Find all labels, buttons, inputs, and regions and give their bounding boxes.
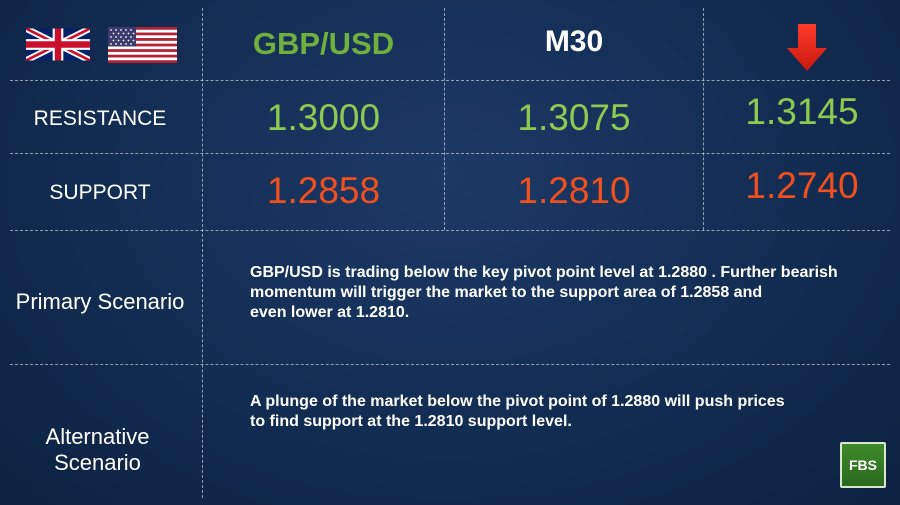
grid-hline-1 (10, 80, 890, 81)
resistance-level-1: 1.3000 (266, 97, 381, 138)
support-level-1: 1.2858 (266, 170, 381, 211)
grid-vline-2 (444, 8, 445, 230)
grid-hline-2 (10, 153, 890, 154)
grid-hline-3 (10, 230, 890, 231)
resistance-level-2: 1.3075 (517, 97, 631, 138)
primary-scenario-line-1: GBP/USD is trading below the key pivot p… (250, 264, 838, 281)
alternative-scenario-label-line-1: Alternative (45, 424, 150, 449)
grid-hline-4 (10, 364, 890, 365)
resistance-label: RESISTANCE (33, 107, 167, 130)
alternative-scenario-text: A plunge of the market below the pivot p… (250, 392, 785, 432)
timeframe-label: M30 (544, 25, 604, 58)
primary-scenario-label: Primary Scenario (15, 289, 185, 314)
us-flag-icon (108, 27, 177, 63)
alternative-scenario-label-line-2: Scenario (54, 450, 141, 475)
alternative-scenario-label: Alternative Scenario (0, 420, 195, 480)
grid-vline-1 (202, 8, 203, 498)
alternative-scenario-line-2: to find support at the 1.2810 support le… (250, 413, 572, 430)
support-level-3: 1.2740 (745, 165, 859, 206)
primary-scenario-line-2: momentum will trigger the market to the … (250, 284, 763, 301)
primary-scenario-line-3: even lower at 1.2810. (250, 304, 410, 321)
resistance-level-3: 1.3145 (745, 91, 859, 132)
fbs-logo: FBS (840, 442, 886, 488)
down-arrow-icon (787, 24, 827, 71)
grid-vline-3 (703, 8, 704, 230)
currency-pair-title: GBP/USD (252, 26, 395, 61)
support-level-2: 1.2810 (517, 170, 631, 211)
support-label: SUPPORT (49, 181, 151, 204)
uk-flag-icon (26, 28, 90, 61)
primary-scenario-text: GBP/USD is trading below the key pivot p… (250, 263, 838, 323)
alternative-scenario-line-1: A plunge of the market below the pivot p… (250, 393, 785, 410)
